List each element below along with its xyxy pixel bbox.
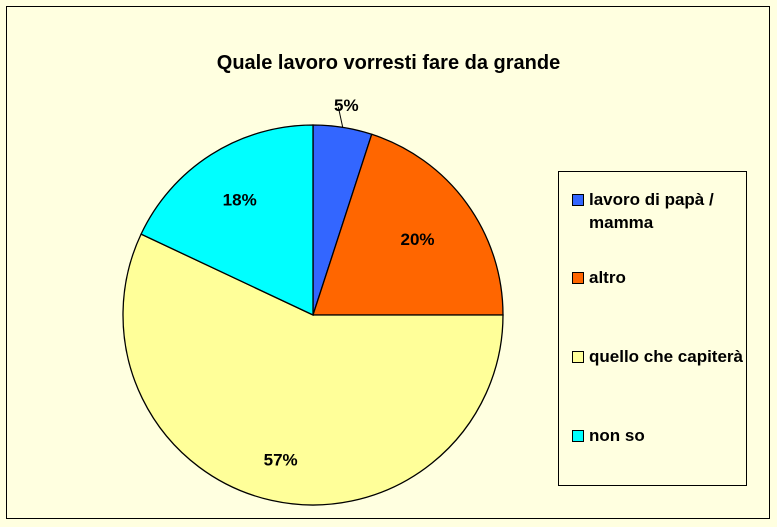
data-label: 57% [264, 451, 298, 470]
data-label: 20% [401, 230, 435, 249]
pie-slice [122, 233, 504, 506]
legend: lavoro di papà / mamma altro quello che … [558, 171, 747, 486]
legend-item: quello che capiterà [572, 345, 744, 368]
pie-slice [140, 124, 314, 317]
legend-swatch [572, 351, 584, 363]
chart-title: Quale lavoro vorresti fare da grande [216, 52, 561, 74]
data-label: 5% [334, 96, 359, 115]
legend-swatch [572, 194, 584, 206]
legend-label: altro [589, 268, 626, 287]
legend-label: non so [589, 426, 645, 445]
legend-item: lavoro di papà / mamma [572, 188, 744, 234]
data-label: 18% [223, 191, 257, 210]
legend-label: lavoro di papà / mamma [589, 190, 714, 232]
legend-swatch [572, 430, 584, 442]
pie-slice [312, 133, 504, 316]
legend-item: non so [572, 424, 744, 447]
legend-swatch [572, 272, 584, 284]
leader-line [337, 106, 344, 128]
legend-item: altro [572, 266, 744, 289]
legend-label: quello che capiterà [589, 347, 743, 366]
